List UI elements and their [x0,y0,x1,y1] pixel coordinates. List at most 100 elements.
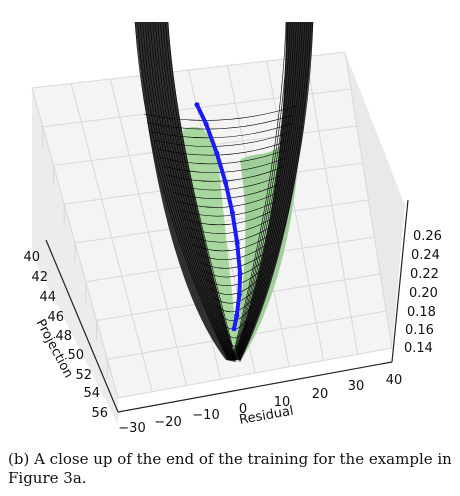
gridline [305,56,359,355]
trajectory-point [223,180,229,186]
mesh-line [167,21,237,361]
mesh-line [237,21,308,361]
tick-label: 50 [67,348,84,363]
tick-label: 48 [55,329,72,344]
mesh-line [142,21,231,361]
mesh-line [137,21,229,361]
tick-label: 0.24 [411,248,440,263]
mesh-line [160,21,235,361]
trajectory-point [237,271,243,277]
tick-label: 30 [348,379,365,394]
tick-label: 10 [274,395,291,410]
plot-canvas: 40 42 44 46 48 50 52 54 56 −30 −20 −10 0… [23,21,442,436]
mesh-line [153,131,291,147]
mesh-line [239,21,314,361]
tick-label: 0.22 [410,267,439,282]
mesh-line [232,21,291,361]
mesh-line [152,21,233,361]
mesh-line [196,245,266,260]
tick-label: −20 [154,415,181,430]
tick-label: 0.16 [405,323,434,338]
mesh-line [215,297,254,313]
mesh-line [155,21,234,361]
mesh-line [237,21,305,361]
tick-label: 44 [39,290,56,305]
projection-ticks: 40 42 44 46 48 50 52 54 56 [23,250,108,421]
axis-line-z [391,199,409,363]
tick-label: 0.18 [407,305,436,320]
mesh-line [147,21,232,361]
mesh-line [143,105,297,121]
tick-label: 20 [312,387,329,402]
mesh-line [160,149,287,165]
mesh-line [165,21,236,361]
trajectory-point [229,210,235,216]
figure-caption: (b) A close up of the end of the trainin… [8,450,452,487]
mesh-line [233,21,293,361]
mesh-line [144,21,231,361]
right-pane [345,52,405,348]
mesh-line [228,332,247,347]
tick-label: 40 [386,373,403,388]
mesh-line [225,323,249,339]
mesh-line [202,262,262,278]
residual-ticks: −30 −20 −10 0 10 20 30 40 [118,373,402,436]
mesh-line [186,218,272,234]
mesh-line [236,21,303,361]
mesh-line [183,210,274,226]
mesh-line [150,123,293,139]
tick-label: 52 [75,368,92,383]
mesh-line [235,21,299,361]
mesh-line [212,288,256,304]
z-ticks: 0.26 0.24 0.22 0.20 0.18 0.16 0.14 [404,229,442,356]
gridline [117,347,393,399]
tick-label: 40 [23,250,40,265]
trajectory-point [231,326,237,332]
tick-label: 0 [239,402,247,417]
tick-label: 0.20 [409,286,438,301]
mesh-line [173,184,279,199]
mesh-line [232,21,289,361]
tick-label: 0.26 [413,229,442,244]
tick-label: 0.14 [404,341,433,356]
axis-line-residual [117,361,393,413]
mesh-line [134,21,229,361]
gridline [344,51,393,349]
mesh-line [199,253,264,269]
trajectory-point [203,121,209,127]
mesh-line [189,227,270,243]
trajectory-point [234,313,240,319]
mesh-line [157,21,234,361]
gridline [266,60,324,361]
training-trajectory [195,102,243,331]
surface [134,21,314,362]
mesh-line [192,236,268,252]
mesh-line [234,21,295,361]
trajectory-point [234,240,240,246]
valley-surface-front [183,126,240,362]
mesh-line [139,21,230,361]
mesh-line [162,21,236,361]
tick-label: 42 [31,270,48,285]
mesh-line [236,21,301,361]
axis-line-projection [45,239,119,413]
mesh-line [179,201,275,217]
trajectory-point [194,102,200,108]
tick-label: 56 [91,406,108,421]
mesh-line [156,140,289,156]
tick-label: −10 [192,408,219,423]
trajectory-point [214,150,220,156]
mesh-line [239,21,312,361]
trajectory-points [194,102,243,332]
mesh-line [205,271,260,287]
tick-label: 54 [83,386,100,401]
tick-label: 46 [47,310,64,325]
mesh-line [176,192,277,208]
mesh-line [238,21,310,361]
mesh-line [209,279,258,295]
trajectory-point [236,292,242,297]
surface-mesh [134,21,314,361]
mesh-line [231,340,245,356]
tick-label: −30 [118,421,145,436]
mesh-line [147,114,295,130]
